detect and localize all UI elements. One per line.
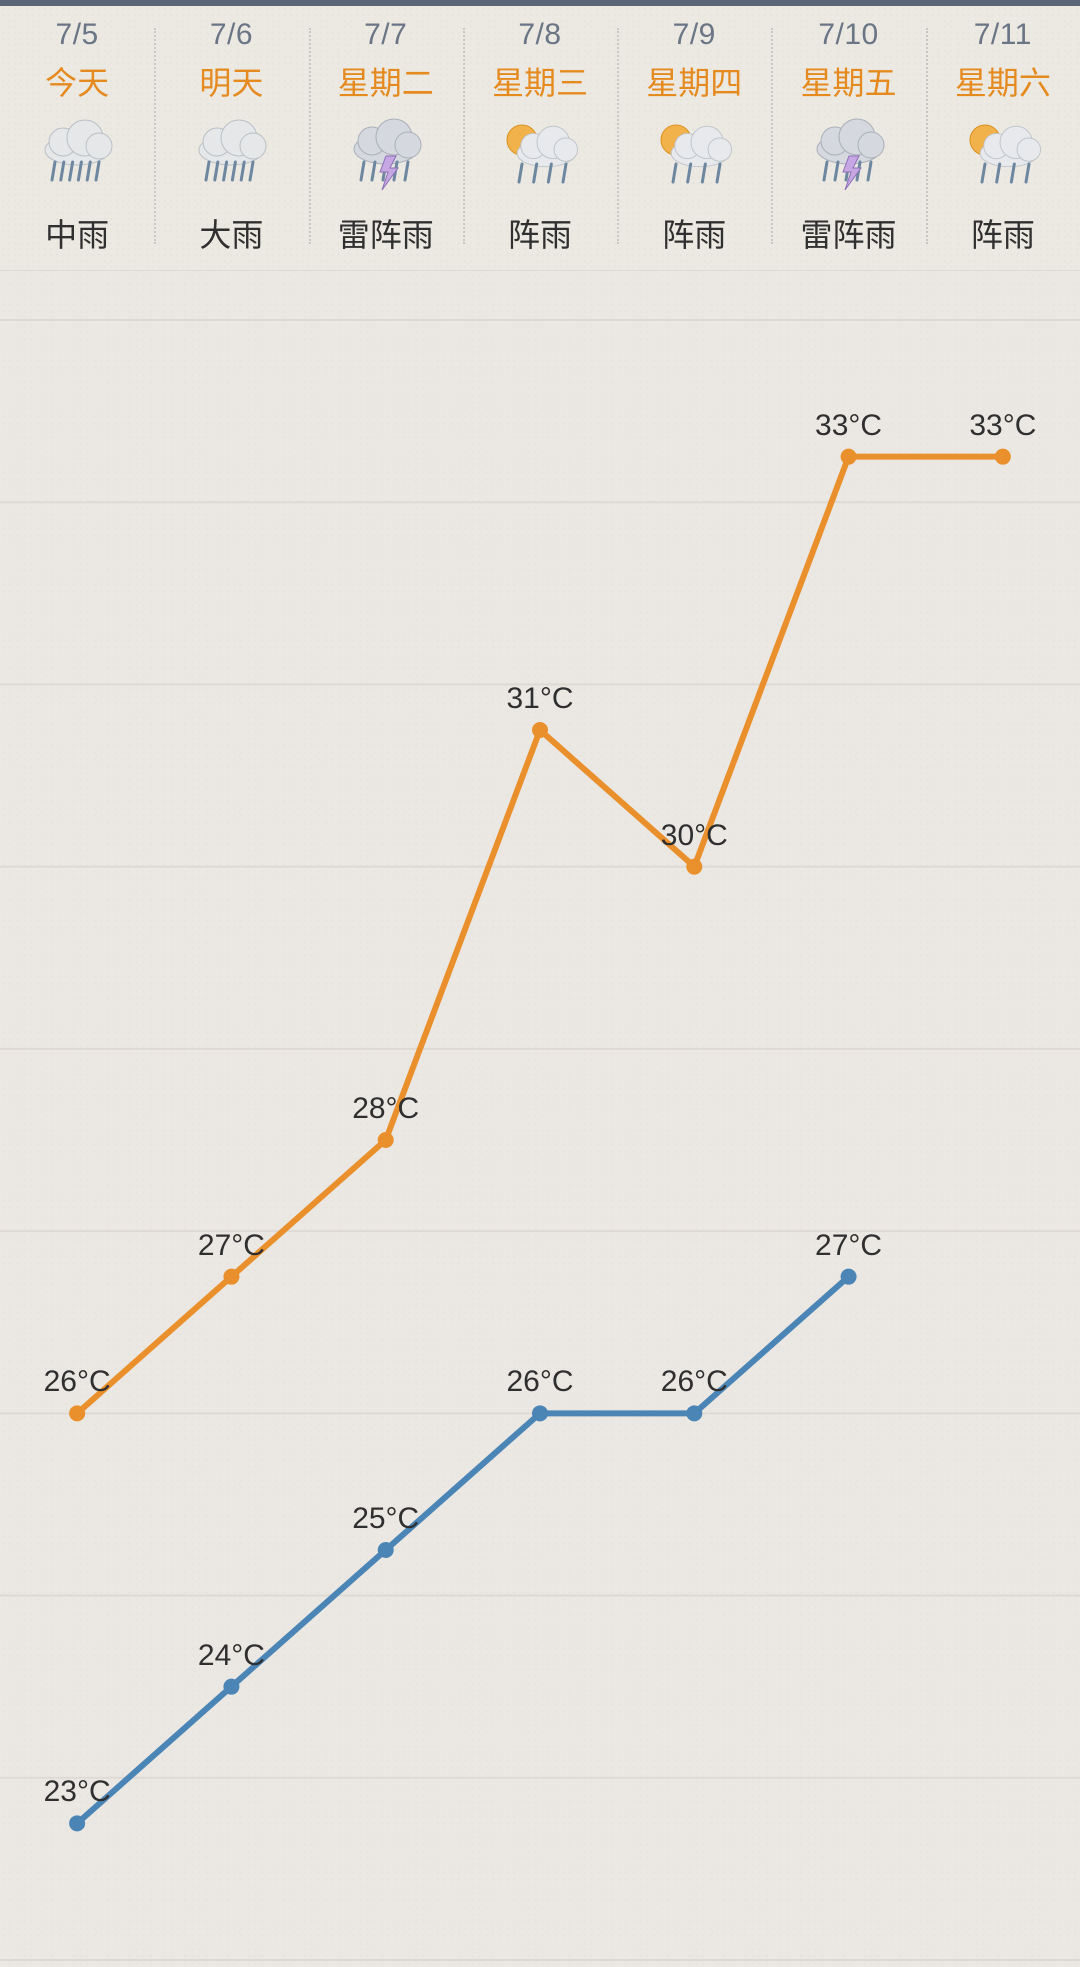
date-label: 7/9 xyxy=(673,18,716,52)
high-temp-label: 30°C xyxy=(661,819,728,853)
condition-label: 阵雨 xyxy=(662,210,726,256)
date-label: 7/5 xyxy=(56,18,99,52)
weekday-label: 星期六 xyxy=(955,58,1051,104)
weather-icon xyxy=(336,116,436,196)
weekday-label: 星期三 xyxy=(492,58,588,104)
weather-icon xyxy=(799,116,899,196)
condition-label: 阵雨 xyxy=(508,210,572,256)
low-temp-label: 24°C xyxy=(198,1639,265,1673)
weekday-label: 明天 xyxy=(199,58,263,104)
low-temp-label: 26°C xyxy=(661,1365,728,1399)
low-temp-label: 25°C xyxy=(352,1502,419,1536)
high-temp-label: 27°C xyxy=(198,1229,265,1263)
weather-icon xyxy=(490,116,590,196)
chart-svg xyxy=(0,270,1080,1967)
weather-icon xyxy=(27,116,127,196)
date-label: 7/8 xyxy=(518,18,561,52)
low-temp-label: 27°C xyxy=(815,1229,882,1263)
weather-icon xyxy=(181,116,281,196)
forecast-day[interactable]: 7/8 星期三 阵雨 xyxy=(463,6,617,270)
date-label: 7/7 xyxy=(364,18,407,52)
condition-label: 雷阵雨 xyxy=(338,210,434,256)
condition-label: 中雨 xyxy=(45,210,109,256)
date-label: 7/10 xyxy=(818,18,878,52)
weekday-label: 星期五 xyxy=(801,58,897,104)
temperature-chart: 26°C 27°C 28°C 31°C 30°C 33°C 33°C 23°C 24°C 25°C… xyxy=(0,270,1080,1967)
date-label: 7/11 xyxy=(974,18,1032,52)
forecast-day[interactable]: 7/6 明天 大雨 xyxy=(154,6,308,270)
weather-icon xyxy=(644,116,744,196)
weather-icon xyxy=(953,116,1053,196)
forecast-day[interactable]: 7/5 今天 中雨 xyxy=(0,6,154,270)
weekday-label: 今天 xyxy=(45,58,109,104)
high-temp-label: 33°C xyxy=(969,409,1036,443)
high-temp-label: 28°C xyxy=(352,1092,419,1126)
forecast-header-row: 7/5 今天 中雨 7/6 明天 大雨 7/7 星期二 雷阵雨 7/8 星期三 xyxy=(0,6,1080,270)
condition-label: 雷阵雨 xyxy=(801,210,897,256)
low-temp-label: 23°C xyxy=(44,1775,111,1809)
high-temp-label: 31°C xyxy=(506,682,573,716)
condition-label: 阵雨 xyxy=(971,210,1035,256)
forecast-day[interactable]: 7/7 星期二 雷阵雨 xyxy=(309,6,463,270)
low-temp-label: 26°C xyxy=(506,1365,573,1399)
date-label: 7/6 xyxy=(210,18,253,52)
high-temp-label: 33°C xyxy=(815,409,882,443)
condition-label: 大雨 xyxy=(199,210,263,256)
forecast-day[interactable]: 7/11 星期六 阵雨 xyxy=(926,6,1080,270)
weekday-label: 星期四 xyxy=(646,58,742,104)
forecast-day[interactable]: 7/9 星期四 阵雨 xyxy=(617,6,771,270)
high-temp-label: 26°C xyxy=(44,1365,111,1399)
forecast-day[interactable]: 7/10 星期五 雷阵雨 xyxy=(771,6,925,270)
weekday-label: 星期二 xyxy=(338,58,434,104)
